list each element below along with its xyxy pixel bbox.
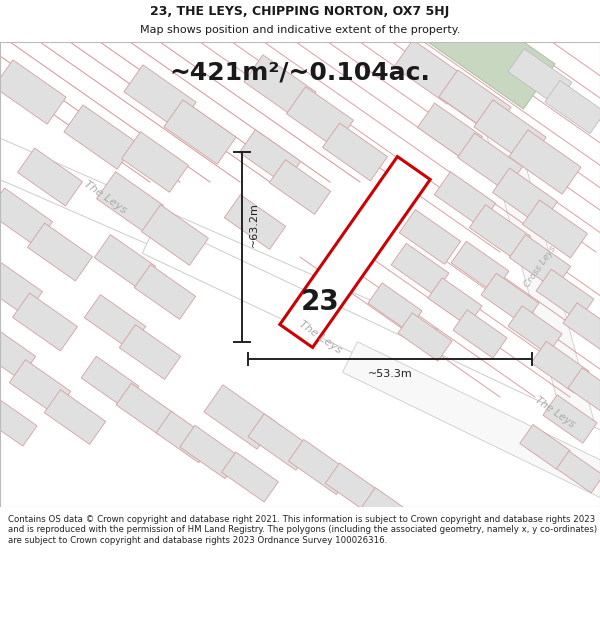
Polygon shape	[428, 278, 482, 326]
Polygon shape	[0, 398, 37, 446]
Polygon shape	[451, 241, 509, 292]
Polygon shape	[94, 234, 155, 289]
Polygon shape	[439, 70, 511, 134]
Text: Map shows position and indicative extent of the property.: Map shows position and indicative extent…	[140, 25, 460, 35]
Text: ~63.2m: ~63.2m	[249, 202, 259, 247]
Polygon shape	[418, 103, 482, 161]
Polygon shape	[323, 123, 388, 181]
Polygon shape	[458, 133, 523, 191]
Polygon shape	[493, 168, 557, 226]
Polygon shape	[85, 294, 146, 349]
Polygon shape	[289, 439, 352, 494]
Polygon shape	[508, 306, 562, 354]
Polygon shape	[536, 269, 594, 321]
Text: Cross Leys: Cross Leys	[523, 244, 557, 289]
Polygon shape	[142, 221, 600, 513]
Polygon shape	[362, 488, 418, 536]
Text: The Leys: The Leys	[533, 394, 577, 429]
Polygon shape	[523, 200, 587, 258]
Polygon shape	[0, 119, 437, 364]
Polygon shape	[545, 81, 600, 134]
Polygon shape	[116, 383, 174, 435]
Polygon shape	[557, 451, 600, 493]
Polygon shape	[394, 40, 466, 104]
Polygon shape	[287, 87, 353, 148]
Polygon shape	[543, 395, 597, 443]
Text: 23: 23	[301, 288, 340, 316]
Polygon shape	[563, 303, 600, 351]
Polygon shape	[280, 157, 430, 348]
Polygon shape	[10, 359, 71, 414]
Polygon shape	[156, 411, 214, 462]
Polygon shape	[343, 342, 600, 552]
Polygon shape	[248, 414, 312, 470]
Polygon shape	[425, 0, 555, 109]
Polygon shape	[119, 324, 181, 379]
Text: The Leys: The Leys	[297, 319, 343, 356]
Polygon shape	[239, 129, 301, 184]
Text: ~53.3m: ~53.3m	[368, 369, 412, 379]
Polygon shape	[481, 273, 539, 325]
Polygon shape	[142, 205, 208, 265]
Polygon shape	[124, 65, 196, 129]
Polygon shape	[469, 204, 530, 259]
Polygon shape	[164, 100, 236, 164]
Polygon shape	[221, 452, 278, 502]
Polygon shape	[0, 258, 43, 316]
Polygon shape	[224, 194, 286, 249]
Polygon shape	[180, 426, 240, 479]
Polygon shape	[134, 264, 196, 319]
Polygon shape	[81, 356, 139, 408]
Polygon shape	[325, 463, 385, 515]
Text: Contains OS data © Crown copyright and database right 2021. This information is : Contains OS data © Crown copyright and d…	[8, 515, 597, 545]
Polygon shape	[568, 368, 600, 416]
Polygon shape	[434, 172, 496, 226]
Polygon shape	[0, 60, 66, 124]
Text: The Leys: The Leys	[82, 179, 128, 216]
Polygon shape	[17, 148, 82, 206]
Polygon shape	[509, 234, 571, 289]
Polygon shape	[368, 283, 422, 331]
Polygon shape	[509, 130, 581, 194]
Polygon shape	[28, 223, 92, 281]
Polygon shape	[398, 313, 452, 361]
Polygon shape	[64, 105, 136, 169]
Polygon shape	[531, 341, 589, 392]
Polygon shape	[474, 100, 546, 164]
Polygon shape	[269, 159, 331, 214]
Polygon shape	[391, 243, 449, 295]
Polygon shape	[44, 389, 106, 444]
Polygon shape	[453, 310, 507, 358]
Polygon shape	[13, 293, 77, 351]
Polygon shape	[204, 385, 276, 449]
Polygon shape	[97, 172, 163, 232]
Polygon shape	[400, 209, 461, 264]
Polygon shape	[0, 324, 35, 379]
Text: ~421m²/~0.104ac.: ~421m²/~0.104ac.	[170, 60, 430, 84]
Polygon shape	[508, 49, 572, 105]
Polygon shape	[244, 55, 316, 119]
Polygon shape	[485, 123, 595, 431]
Polygon shape	[0, 188, 52, 246]
Polygon shape	[122, 132, 188, 192]
Polygon shape	[520, 424, 570, 469]
Text: 23, THE LEYS, CHIPPING NORTON, OX7 5HJ: 23, THE LEYS, CHIPPING NORTON, OX7 5HJ	[151, 6, 449, 19]
